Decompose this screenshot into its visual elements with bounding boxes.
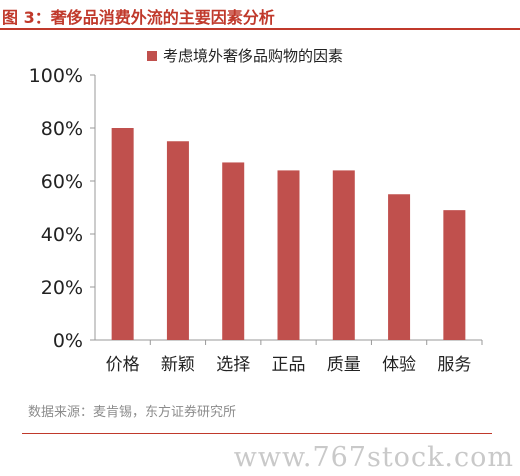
legend-swatch	[147, 51, 157, 61]
bar-6	[443, 210, 466, 340]
y-tick-label: 100%	[29, 65, 83, 87]
chart-title: 图 3：奢侈品消费外流的主要因素分析	[2, 8, 275, 27]
x-tick-label: 选择	[216, 355, 250, 375]
source-note: 数据来源：麦肯锡，东方证券研究所	[28, 405, 237, 420]
x-tick-label: 正品	[272, 355, 306, 375]
title-rule	[0, 28, 520, 30]
bar-0	[111, 128, 134, 340]
y-tick-label: 0%	[53, 330, 83, 352]
bar-chart: 考虑境外奢侈品购物的因素 0% 20% 40% 60% 80% 100% 价格 新颖 选择 正品…	[29, 47, 483, 375]
x-tick-label: 价格	[106, 355, 140, 375]
footer-rule	[22, 433, 492, 434]
bar-1	[166, 141, 189, 340]
y-tick-label: 20%	[41, 277, 83, 299]
x-tick-label: 质量	[327, 355, 361, 375]
y-tick-label: 60%	[41, 171, 83, 193]
y-tick-label: 80%	[41, 118, 83, 140]
bar-3	[277, 170, 300, 340]
x-tick-label: 服务	[437, 355, 471, 375]
bar-2	[222, 162, 245, 340]
x-tick-label: 新颖	[161, 355, 195, 375]
x-tick-label: 体验	[382, 355, 416, 375]
y-tick-label: 40%	[41, 224, 83, 246]
legend-label: 考虑境外奢侈品购物的因素	[163, 47, 343, 65]
bar-4	[332, 170, 355, 340]
bar-5	[388, 194, 411, 340]
watermark: www.767stock.com	[233, 442, 514, 473]
